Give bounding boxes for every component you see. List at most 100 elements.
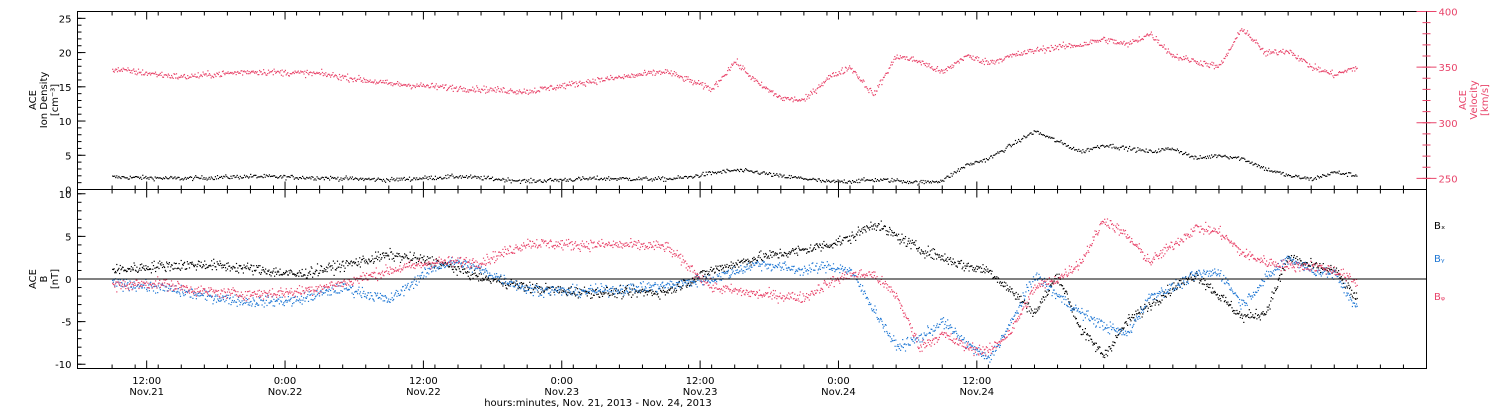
- data-point: [195, 298, 197, 300]
- data-point: [549, 178, 551, 180]
- data-point: [114, 69, 116, 71]
- data-point: [754, 258, 756, 261]
- data-point: [357, 78, 359, 80]
- data-point: [749, 75, 751, 77]
- data-point: [1124, 44, 1126, 46]
- data-point: [321, 294, 323, 296]
- data-point: [334, 269, 336, 271]
- data-point: [613, 178, 615, 180]
- data-point: [706, 174, 708, 176]
- data-point: [236, 305, 238, 307]
- data-point: [1070, 44, 1073, 46]
- data-point: [256, 266, 258, 268]
- data-point: [734, 169, 736, 171]
- data-point: [1043, 48, 1045, 50]
- data-point: [233, 301, 235, 303]
- data-point: [999, 151, 1001, 153]
- data-point: [954, 262, 956, 264]
- data-point: [871, 228, 873, 230]
- data-point: [1176, 287, 1178, 289]
- data-point: [1004, 149, 1006, 152]
- data-point: [318, 272, 320, 274]
- data-point: [1130, 43, 1132, 45]
- data-point: [241, 177, 243, 179]
- data-point: [545, 181, 547, 183]
- data-point: [367, 79, 369, 82]
- data-point: [1326, 267, 1328, 269]
- data-point: [902, 180, 904, 182]
- data-point: [1274, 170, 1276, 172]
- data-point: [1257, 43, 1259, 45]
- data-point: [671, 75, 673, 77]
- data-point: [221, 75, 223, 77]
- data-point: [789, 177, 791, 179]
- data-point: [298, 270, 301, 272]
- data-point: [712, 172, 715, 174]
- data-point: [697, 174, 699, 177]
- data-point: [765, 172, 767, 174]
- data-point: [172, 178, 174, 180]
- data-point: [357, 178, 359, 180]
- data-point: [578, 291, 580, 293]
- data-point: [1021, 54, 1023, 56]
- data-point: [787, 97, 789, 99]
- data-point: [1088, 335, 1091, 337]
- data-point: [210, 295, 212, 297]
- data-point: [213, 73, 215, 75]
- data-point: [1143, 150, 1145, 152]
- data-point: [742, 170, 744, 172]
- data-point: [433, 267, 435, 269]
- data-point: [206, 75, 208, 77]
- data-point: [1012, 293, 1014, 295]
- data-point: [1250, 39, 1253, 41]
- data-point: [656, 71, 659, 73]
- data-point: [182, 293, 184, 295]
- data-point: [790, 98, 792, 100]
- data-point: [408, 289, 411, 291]
- data-point: [354, 291, 356, 293]
- data-point: [373, 261, 375, 263]
- data-point: [242, 272, 244, 274]
- data-point: [684, 279, 686, 282]
- data-point: [216, 175, 219, 177]
- data-point: [1015, 55, 1017, 57]
- data-point: [639, 73, 641, 75]
- data-point: [217, 73, 219, 75]
- data-point: [1021, 301, 1023, 303]
- data-point: [882, 179, 884, 181]
- data-point: [711, 270, 713, 272]
- data-point: [955, 172, 957, 174]
- data-point: [1117, 334, 1119, 336]
- data-point: [166, 177, 168, 179]
- data-point: [632, 76, 634, 78]
- data-point: [499, 179, 501, 181]
- data-point: [1272, 298, 1274, 300]
- data-point: [208, 265, 211, 267]
- data-point: [399, 255, 401, 257]
- data-point: [810, 244, 812, 246]
- data-point: [952, 173, 954, 175]
- data-point: [709, 171, 711, 173]
- data-point: [206, 267, 208, 269]
- data-point: [1173, 55, 1175, 57]
- data-point: [1217, 66, 1219, 68]
- data-point: [1094, 41, 1096, 43]
- data-point: [955, 62, 957, 64]
- data-point: [323, 292, 325, 294]
- data-point: [414, 177, 416, 179]
- data-point: [1280, 273, 1282, 275]
- data-point: [330, 74, 332, 76]
- data-point: [387, 300, 389, 302]
- data-point: [411, 87, 413, 89]
- data-point: [564, 177, 566, 179]
- data-point: [1263, 53, 1265, 55]
- data-point: [390, 251, 392, 253]
- data-point: [340, 177, 342, 179]
- data-point: [272, 175, 275, 177]
- data-point: [821, 246, 823, 248]
- data-point: [440, 265, 442, 267]
- data-point: [192, 179, 194, 182]
- data-point: [634, 292, 636, 294]
- data-point: [468, 89, 470, 91]
- data-point: [340, 290, 342, 292]
